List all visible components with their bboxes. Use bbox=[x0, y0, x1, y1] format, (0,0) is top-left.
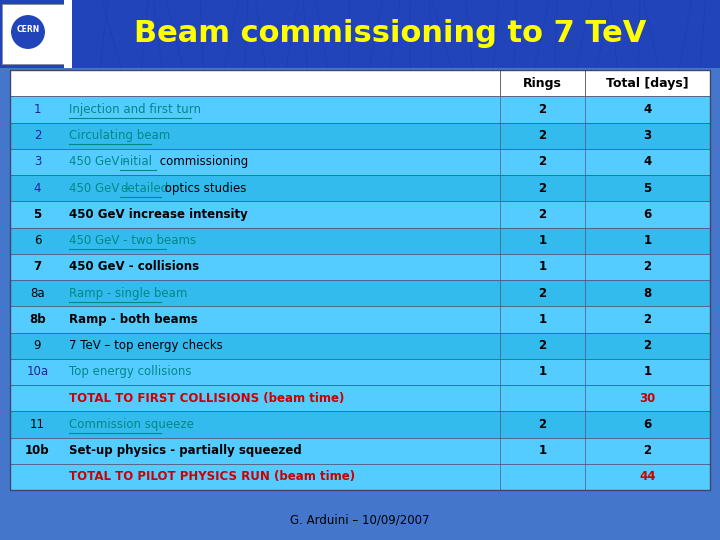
Bar bbox=[10, 70, 710, 490]
Bar bbox=[10, 123, 710, 148]
Text: 2: 2 bbox=[644, 313, 652, 326]
Text: 2: 2 bbox=[539, 129, 546, 142]
Bar bbox=[10, 359, 710, 385]
Text: 4: 4 bbox=[644, 156, 652, 168]
Bar bbox=[10, 306, 710, 333]
Text: Injection and first turn: Injection and first turn bbox=[69, 103, 201, 116]
Text: 6: 6 bbox=[644, 208, 652, 221]
Text: 1: 1 bbox=[539, 444, 546, 457]
Text: Rings: Rings bbox=[523, 77, 562, 90]
Text: TOTAL TO FIRST COLLISIONS (beam time): TOTAL TO FIRST COLLISIONS (beam time) bbox=[69, 392, 344, 404]
Text: 2: 2 bbox=[644, 444, 652, 457]
Bar bbox=[10, 280, 710, 306]
Text: G. Arduini – 10/09/2007: G. Arduini – 10/09/2007 bbox=[290, 514, 430, 526]
Bar bbox=[10, 411, 710, 437]
Bar bbox=[10, 175, 710, 201]
Text: Ramp - both beams: Ramp - both beams bbox=[69, 313, 198, 326]
Text: 1: 1 bbox=[34, 103, 41, 116]
Text: 11: 11 bbox=[30, 418, 45, 431]
Text: 8b: 8b bbox=[30, 313, 46, 326]
Bar bbox=[10, 464, 710, 490]
Text: Ramp - single beam: Ramp - single beam bbox=[69, 287, 187, 300]
Text: 9: 9 bbox=[34, 339, 41, 352]
Text: 7 TeV – top energy checks: 7 TeV – top energy checks bbox=[69, 339, 222, 352]
Text: 2: 2 bbox=[539, 156, 546, 168]
Text: CERN: CERN bbox=[17, 25, 40, 35]
Text: 5: 5 bbox=[644, 181, 652, 194]
Text: 2: 2 bbox=[539, 287, 546, 300]
Text: 4: 4 bbox=[644, 103, 652, 116]
Text: 2: 2 bbox=[34, 129, 41, 142]
Text: 2: 2 bbox=[644, 339, 652, 352]
Bar bbox=[10, 148, 710, 175]
Bar bbox=[10, 227, 710, 254]
Text: 1: 1 bbox=[539, 313, 546, 326]
Text: 3: 3 bbox=[34, 156, 41, 168]
Text: 450 GeV –: 450 GeV – bbox=[69, 181, 132, 194]
Text: TOTAL TO PILOT PHYSICS RUN (beam time): TOTAL TO PILOT PHYSICS RUN (beam time) bbox=[69, 470, 355, 483]
Bar bbox=[10, 96, 710, 123]
Text: Total [days]: Total [days] bbox=[606, 77, 689, 90]
Text: 3: 3 bbox=[644, 129, 652, 142]
Text: 2: 2 bbox=[539, 181, 546, 194]
Circle shape bbox=[10, 14, 46, 50]
Bar bbox=[10, 385, 710, 411]
Text: 450 GeV - collisions: 450 GeV - collisions bbox=[69, 260, 199, 273]
Bar bbox=[10, 437, 710, 464]
Text: 10b: 10b bbox=[25, 444, 50, 457]
Text: commissioning: commissioning bbox=[156, 156, 248, 168]
Bar bbox=[2, 4, 64, 64]
Text: 450 GeV –: 450 GeV – bbox=[69, 156, 132, 168]
Bar bbox=[64, 0, 72, 68]
Text: 6: 6 bbox=[34, 234, 41, 247]
Text: 2: 2 bbox=[539, 339, 546, 352]
Text: 450 GeV increase intensity: 450 GeV increase intensity bbox=[69, 208, 248, 221]
Text: optics studies: optics studies bbox=[161, 181, 246, 194]
Text: 44: 44 bbox=[639, 470, 656, 483]
Bar bbox=[10, 70, 710, 96]
Text: 1: 1 bbox=[644, 234, 652, 247]
Text: initial: initial bbox=[120, 156, 153, 168]
Text: 6: 6 bbox=[644, 418, 652, 431]
Text: 7: 7 bbox=[33, 260, 42, 273]
Text: 2: 2 bbox=[644, 260, 652, 273]
Bar bbox=[10, 201, 710, 227]
Text: 5: 5 bbox=[33, 208, 42, 221]
Text: 10a: 10a bbox=[27, 366, 48, 379]
Text: Commission squeeze: Commission squeeze bbox=[69, 418, 194, 431]
Text: Beam commissioning to 7 TeV: Beam commissioning to 7 TeV bbox=[134, 19, 646, 49]
Text: 8: 8 bbox=[644, 287, 652, 300]
Text: Set-up physics - partially squeezed: Set-up physics - partially squeezed bbox=[69, 444, 302, 457]
Bar bbox=[10, 254, 710, 280]
Text: 1: 1 bbox=[539, 234, 546, 247]
Text: 2: 2 bbox=[539, 418, 546, 431]
Text: 8a: 8a bbox=[30, 287, 45, 300]
Text: 2: 2 bbox=[539, 208, 546, 221]
Text: 4: 4 bbox=[34, 181, 41, 194]
Text: 1: 1 bbox=[539, 260, 546, 273]
Text: 1: 1 bbox=[644, 366, 652, 379]
Bar bbox=[10, 333, 710, 359]
Text: 2: 2 bbox=[539, 103, 546, 116]
Text: Top energy collisions: Top energy collisions bbox=[69, 366, 192, 379]
Text: detailed: detailed bbox=[120, 181, 168, 194]
Text: Circulating beam: Circulating beam bbox=[69, 129, 170, 142]
Text: 450 GeV - two beams: 450 GeV - two beams bbox=[69, 234, 196, 247]
Text: 1: 1 bbox=[539, 366, 546, 379]
Text: 30: 30 bbox=[639, 392, 656, 404]
Bar bbox=[0, 0, 720, 68]
